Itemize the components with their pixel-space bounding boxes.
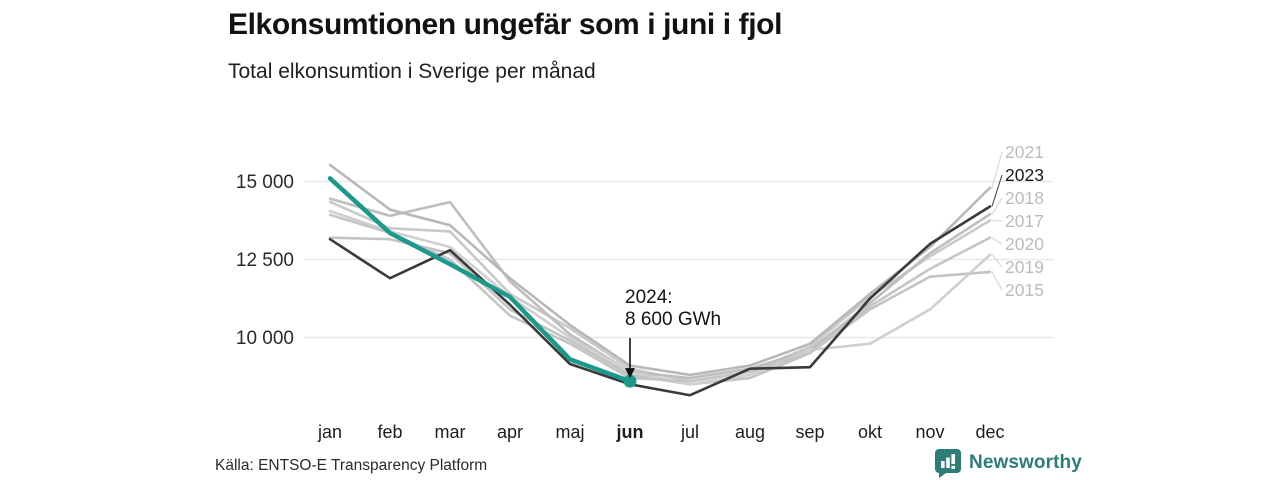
page-title: Elkonsumtionen ungefär som i juni i fjol	[228, 8, 783, 41]
endpoint-dot-2024	[623, 374, 637, 388]
bar-medium	[946, 457, 950, 468]
x-tick-apr: apr	[497, 422, 523, 442]
annotation-line1: 2024:	[625, 287, 673, 308]
page-subtitle: Total elkonsumtion i Sverige per månad	[228, 60, 596, 83]
annotation-2024: 2024: 8 600 GWh	[625, 287, 721, 331]
x-tick-jan: jan	[317, 422, 342, 442]
line-2019	[328, 209, 992, 386]
bar-small	[941, 461, 945, 468]
x-tick-maj: maj	[555, 422, 584, 442]
leader-2021	[991, 151, 1003, 188]
year-label-2017: 2017	[1005, 211, 1044, 231]
leader-2023	[991, 174, 1003, 207]
newsworthy-logo: Newsworthy	[934, 449, 1082, 478]
newsworthy-wordmark: Newsworthy	[969, 452, 1082, 473]
year-label-2015: 2015	[1005, 280, 1044, 300]
leader-2018	[991, 197, 1003, 215]
year-label-2021: 2021	[1005, 142, 1044, 162]
newsworthy-icon	[935, 449, 961, 478]
year-label-2020: 2020	[1005, 234, 1044, 254]
x-tick-jul: jul	[680, 422, 699, 442]
line-2018	[328, 197, 992, 380]
x-tick-jun: jun	[616, 422, 644, 442]
y-tick-10000: 10 000	[236, 328, 294, 349]
annotation-line2: 8 600 GWh	[625, 309, 722, 330]
bar-tall-exclamation	[951, 454, 955, 464]
leader-2019	[991, 254, 1003, 268]
line-2024	[327, 176, 633, 384]
x-tick-feb: feb	[377, 422, 402, 442]
x-tick-mar: mar	[435, 422, 466, 442]
y-tick-15000: 15 000	[236, 172, 294, 193]
line-2023	[328, 205, 992, 397]
annotation-arrow-head	[625, 368, 635, 379]
leader-2020	[991, 237, 1003, 245]
x-tick-aug: aug	[735, 422, 765, 442]
x-tick-nov: nov	[915, 422, 944, 442]
leader-2015	[991, 271, 1003, 291]
y-tick-12500: 12 500	[236, 250, 294, 271]
year-label-2019: 2019	[1005, 257, 1044, 277]
year-label-2018: 2018	[1005, 188, 1044, 208]
year-label-2023: 2023	[1005, 165, 1044, 185]
leader-2017	[991, 219, 1003, 222]
x-tick-dec: dec	[975, 422, 1004, 442]
x-tick-okt: okt	[858, 422, 882, 442]
source-note: Källa: ENTSO-E Transparency Platform	[215, 457, 488, 474]
x-tick-sep: sep	[795, 422, 824, 442]
exclamation-dot	[951, 465, 955, 469]
line-2021	[328, 163, 992, 377]
